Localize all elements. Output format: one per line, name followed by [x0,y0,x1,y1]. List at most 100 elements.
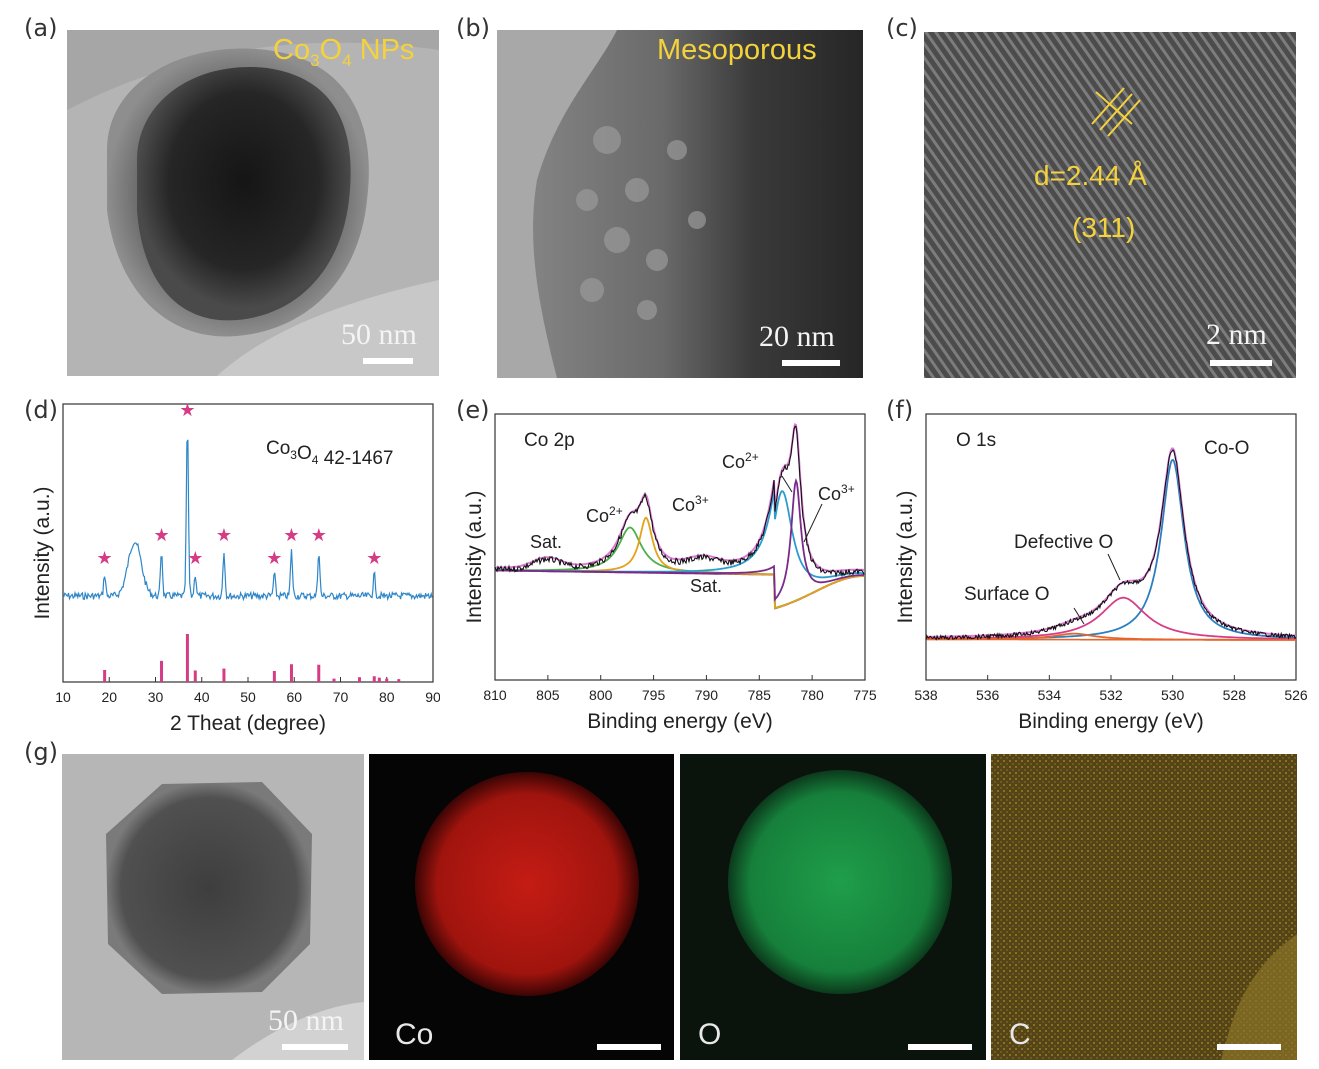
d-spacing-label: d=2.44 Å [1034,160,1147,191]
annotation-sat: Sat. [690,576,722,596]
x-axis-label: Binding energy (eV) [587,710,773,733]
peak-star-marker: ★ [366,548,382,568]
annotation-surface-o: Surface O [964,584,1050,605]
eds-label-c: C [1009,1018,1031,1051]
x-tick-label: 30 [148,689,164,705]
x-tick-label: 90 [425,689,440,705]
panel-d-label: (d) [24,396,58,424]
x-tick-label: 530 [1161,687,1185,703]
x-tick-label: 526 [1284,687,1308,703]
x-tick-label: 810 [483,687,507,703]
reference-peak-bar [377,677,381,682]
plot-frame [494,413,866,681]
x-tick-label: 538 [914,687,938,703]
reference-peak-bar [372,676,376,682]
x-tick-label: 60 [286,689,302,705]
panel-g-label: (g) [24,738,58,766]
peak-star-marker: ★ [153,525,169,545]
x-tick-label: 795 [642,687,666,703]
x-tick-label: 805 [536,687,560,703]
reference-peak-bar [332,678,336,682]
x-tick-label: 10 [55,689,71,705]
annotation-co3-2p32: Co3+ [818,482,855,504]
peak-star-marker: ★ [311,525,327,545]
reference-peak-bar [272,670,276,682]
eds-map-co: Co [369,754,674,1060]
xps-co2p-chart: 810 805 800 795 790 785 780 775 Binding energy (… [463,413,877,733]
reference-peak-bar [103,670,107,682]
reference-peak-bar [317,664,321,682]
reference-peak-bar [357,677,361,682]
x-tick-label: 40 [194,689,210,705]
panel-e-label: (e) [456,396,490,424]
plot-frame [62,403,434,683]
x-tick-label: 50 [240,689,256,705]
eds-label-co: Co [395,1018,434,1051]
y-axis-label: Intensity (a.u.) [463,490,486,623]
annotation-pointer [803,503,823,543]
plane-index-label: (311) [1072,212,1136,243]
scale-bar-a [363,358,413,364]
xps-o1s-chart: 538 536 534 532 530 528 526 Binding energy (eV)… [894,413,1308,733]
y-axis-label: Intensity (a.u.) [894,490,917,623]
reference-peak-bar [385,678,389,682]
annotation-co2-2p32: Co2+ [722,450,759,472]
x-tick-label: 785 [748,687,772,703]
x-tick-label: 20 [101,689,117,705]
annotation-co3-2p12: Co3+ [672,493,709,515]
reference-peak-bar [289,664,293,682]
fit-component-line [926,632,1296,641]
peak-star-marker: ★ [283,525,299,545]
peak-star-marker: ★ [216,525,232,545]
scale-bar-co [597,1044,661,1050]
xrd-pattern-line [62,439,433,602]
panel-a-label: (a) [24,14,58,42]
scale-label-g: 50 nm [268,1004,344,1037]
annotation-pointer [1107,553,1121,581]
panel-f-label: (f) [886,396,914,424]
x-axis-label: 2 Theat (degree) [170,712,326,735]
chart-title-f: O 1s [956,430,996,451]
chart-title-e: Co 2p [524,430,575,451]
x-tick-label: 80 [379,689,395,705]
reference-peak-bar [160,660,164,682]
annotation-co2-2p12: Co2+ [586,504,623,526]
raw-data-line [925,449,1297,641]
annotation-pointer [1073,607,1085,625]
scale-label-a: 50 nm [341,318,417,351]
panel-b-label: (b) [456,14,490,42]
x-tick-label: 70 [333,689,349,705]
scale-bar-b [782,360,840,366]
annotation-defective-o: Defective O [1014,532,1113,553]
reference-peak-bar [397,679,401,682]
tem-image-g: 50 nm [62,754,364,1060]
panel-b-title: Mesoporous [657,34,817,66]
annotation-co-o: Co-O [1204,438,1249,459]
x-tick-label: 800 [589,687,613,703]
peak-star-marker: ★ [266,548,282,568]
tem-image-a: Co3O4 NPs 50 nm [67,30,439,376]
x-tick-label: 775 [853,687,877,703]
x-tick-label: 780 [800,687,824,703]
scale-bar-c [1217,1044,1281,1050]
scale-bar-o [908,1044,972,1050]
panel-a-title: Co3O4 NPs [273,34,415,70]
eds-label-o: O [698,1018,722,1051]
reference-peak-bar [222,668,226,682]
tem-image-b: Mesoporous 20 nm [497,30,863,378]
peak-star-marker: ★ [187,548,203,568]
eds-map-o: O [680,754,986,1060]
background-line [494,569,864,610]
scale-label-c: 2 nm [1206,318,1267,351]
reference-peak-bar [193,670,197,682]
x-tick-label: 534 [1038,687,1062,703]
scale-label-b: 20 nm [759,320,835,353]
x-tick-label: 532 [1099,687,1123,703]
y-axis-label: Intensity (a.u.) [31,486,54,619]
peak-star-marker: ★ [97,548,113,568]
x-tick-label: 528 [1223,687,1247,703]
x-tick-label: 536 [976,687,1000,703]
hrtem-image-c: d=2.44 Å (311) 2 nm [924,32,1296,378]
eds-map-c: C [991,754,1297,1060]
x-axis-label: Binding energy (eV) [1018,710,1204,733]
